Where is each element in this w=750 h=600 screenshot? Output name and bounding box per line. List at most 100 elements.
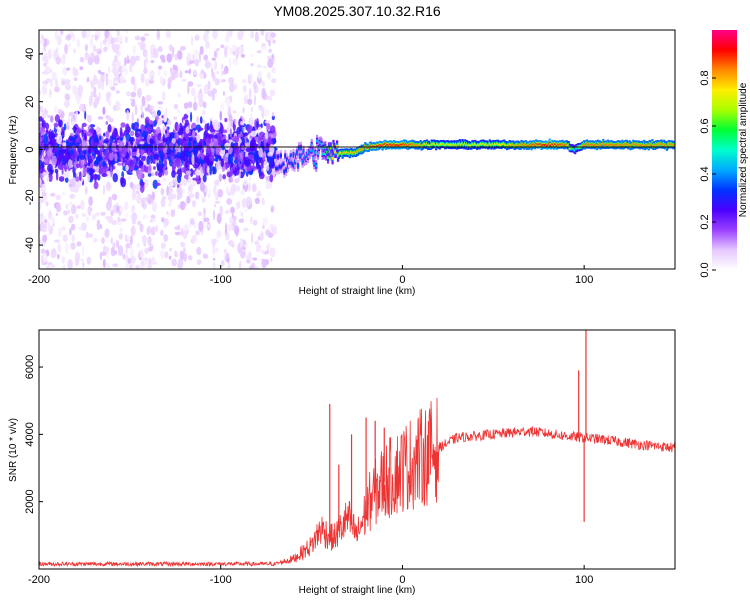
spectrogram-cell bbox=[168, 142, 174, 150]
spectrogram-cell bbox=[203, 84, 209, 95]
spectrogram-cell bbox=[41, 85, 48, 95]
spectrogram-cell bbox=[75, 142, 80, 149]
spectrogram-cell bbox=[140, 124, 145, 131]
spectrogram-cell bbox=[278, 165, 281, 169]
x-tick-label: 0 bbox=[399, 574, 405, 586]
spectrogram-cell bbox=[197, 127, 204, 131]
spectrogram-x-ticks: -200 -100 0 100 bbox=[28, 265, 593, 286]
spectrogram-cell bbox=[150, 60, 155, 64]
spectrogram-cell bbox=[254, 169, 258, 175]
x-tick-label: 100 bbox=[575, 574, 593, 586]
spectrogram-cells bbox=[39, 30, 675, 269]
spectrogram-cell bbox=[207, 80, 211, 91]
spectrogram-cell bbox=[180, 228, 184, 237]
spectrogram-cell bbox=[270, 257, 273, 262]
spectrogram-cell bbox=[101, 237, 105, 244]
spectrogram-cell bbox=[55, 56, 62, 65]
spectrogram-cell bbox=[49, 88, 52, 98]
y-tick-label: -40 bbox=[24, 237, 36, 253]
spectrogram-cell bbox=[271, 78, 277, 84]
snr-y-label: SNR (10 * v/v) bbox=[8, 418, 19, 482]
spectrogram-cell bbox=[150, 142, 154, 154]
spectrogram-cell bbox=[64, 93, 70, 101]
spectrogram-cell bbox=[93, 160, 99, 165]
spectrogram-cell bbox=[268, 182, 273, 189]
spectrogram-cell bbox=[64, 78, 71, 85]
spectrogram-cell bbox=[313, 161, 316, 165]
spectrogram-cell bbox=[64, 177, 69, 183]
spectrogram-cell bbox=[102, 106, 106, 115]
spectrogram-cell bbox=[142, 197, 148, 202]
spectrogram-cell bbox=[54, 105, 58, 115]
spectrogram-cell bbox=[93, 54, 100, 65]
spectrogram-cell bbox=[177, 224, 180, 231]
spectrogram-cell bbox=[164, 169, 169, 176]
spectrogram-cell bbox=[248, 182, 251, 192]
spectrogram-cell bbox=[271, 112, 275, 117]
spectrogram-cell bbox=[239, 151, 244, 163]
spectrogram-cell bbox=[191, 234, 198, 244]
spectrogram-cell bbox=[215, 48, 218, 59]
spectrogram-cell bbox=[190, 87, 196, 97]
spectrogram-cell bbox=[92, 173, 99, 181]
spectrogram-cell bbox=[186, 195, 191, 204]
spectrogram-cell bbox=[51, 133, 56, 139]
spectrogram-cell bbox=[167, 126, 170, 130]
spectrogram-cell bbox=[130, 76, 136, 85]
spectrogram-cell bbox=[125, 140, 129, 149]
spectrogram-cell bbox=[63, 172, 70, 177]
spectrogram-cell bbox=[90, 81, 95, 90]
spectrogram-cell bbox=[64, 43, 68, 55]
spectrogram-cell bbox=[94, 30, 101, 36]
spectrogram-cell bbox=[218, 173, 222, 182]
spectrogram-cell bbox=[174, 66, 178, 71]
spectrogram-cell bbox=[62, 234, 68, 242]
spectrogram-cell bbox=[207, 134, 214, 139]
x-tick-label: -200 bbox=[28, 574, 50, 586]
spectrogram-cell bbox=[220, 102, 225, 111]
spectrogram-cell bbox=[254, 31, 259, 43]
spectrogram-cell bbox=[126, 151, 129, 160]
spectrogram-cell bbox=[239, 210, 244, 214]
spectrogram-cell bbox=[249, 217, 253, 225]
spectrogram-cell bbox=[182, 120, 186, 124]
spectrogram-cell bbox=[196, 133, 201, 143]
spectrogram-cell bbox=[68, 43, 71, 48]
spectrogram-cell bbox=[246, 128, 252, 133]
spectrogram-cell bbox=[146, 126, 153, 131]
spectrogram-cell bbox=[39, 146, 43, 156]
spectrogram-cell bbox=[224, 142, 231, 150]
spectrogram-cell bbox=[262, 216, 268, 226]
spectrogram-cell bbox=[199, 181, 205, 192]
spectrogram-cell bbox=[206, 157, 211, 166]
spectrogram-cell bbox=[163, 233, 168, 243]
spectrogram-cell bbox=[112, 43, 118, 53]
spectrogram-cell bbox=[321, 152, 324, 156]
spectrogram-cell bbox=[202, 196, 205, 204]
spectrogram-cell bbox=[168, 201, 172, 207]
spectrogram-cell bbox=[311, 149, 314, 153]
spectrogram-cell bbox=[104, 149, 109, 160]
spectrogram-cell bbox=[192, 177, 199, 181]
spectrogram-cell bbox=[165, 30, 171, 39]
spectrogram-cell bbox=[261, 87, 267, 99]
spectrogram-cell bbox=[61, 80, 66, 86]
spectrogram-cell bbox=[189, 168, 194, 177]
spectrogram-cell bbox=[160, 229, 164, 237]
spectrogram-cell bbox=[41, 192, 47, 197]
spectrogram-cell bbox=[75, 176, 80, 182]
spectrogram-cell bbox=[242, 126, 245, 132]
spectrogram-cell bbox=[161, 195, 167, 201]
spectrogram-cell bbox=[44, 158, 49, 164]
spectrogram-cell bbox=[246, 259, 251, 264]
y-tick-label: 40 bbox=[24, 48, 36, 60]
spectrogram-cell bbox=[233, 186, 238, 191]
spectrogram-cell bbox=[72, 85, 78, 95]
spectrogram-cell bbox=[282, 162, 285, 166]
spectrogram-cell bbox=[177, 49, 183, 60]
spectrogram-cell bbox=[141, 260, 145, 266]
spectrogram-cell bbox=[79, 66, 84, 71]
spectrogram-cell bbox=[73, 77, 78, 81]
spectrogram-cell bbox=[140, 155, 147, 161]
spectrogram-cell bbox=[257, 70, 262, 80]
